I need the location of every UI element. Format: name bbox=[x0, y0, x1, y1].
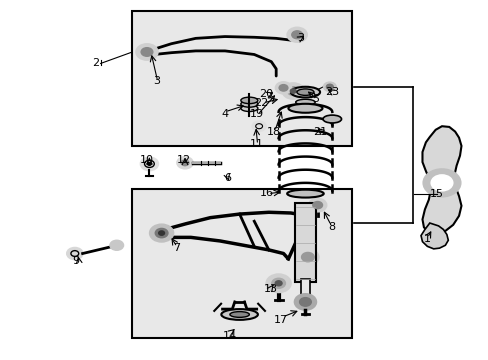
Circle shape bbox=[147, 162, 151, 165]
Text: 12: 12 bbox=[176, 155, 190, 165]
Text: 4: 4 bbox=[221, 109, 228, 119]
Text: 18: 18 bbox=[266, 127, 280, 136]
Text: 3: 3 bbox=[153, 76, 160, 86]
Text: 1: 1 bbox=[423, 234, 430, 244]
Text: 19: 19 bbox=[249, 109, 263, 119]
Circle shape bbox=[150, 225, 173, 242]
Polygon shape bbox=[422, 126, 461, 234]
Circle shape bbox=[301, 252, 314, 262]
Ellipse shape bbox=[241, 101, 257, 107]
Text: 10: 10 bbox=[140, 155, 154, 165]
Ellipse shape bbox=[296, 89, 313, 95]
Ellipse shape bbox=[323, 115, 341, 123]
Circle shape bbox=[275, 82, 291, 94]
Text: 2: 2 bbox=[92, 58, 99, 68]
Circle shape bbox=[299, 298, 311, 306]
Text: 7: 7 bbox=[172, 243, 180, 253]
Text: 3: 3 bbox=[297, 33, 304, 43]
Ellipse shape bbox=[241, 105, 257, 112]
Text: 16: 16 bbox=[259, 188, 273, 198]
Circle shape bbox=[290, 89, 296, 93]
FancyBboxPatch shape bbox=[300, 279, 310, 306]
Circle shape bbox=[423, 169, 460, 197]
Text: 5: 5 bbox=[311, 94, 318, 104]
Circle shape bbox=[177, 157, 192, 168]
FancyBboxPatch shape bbox=[132, 12, 351, 146]
Ellipse shape bbox=[241, 97, 257, 104]
Circle shape bbox=[158, 231, 164, 235]
Text: 11: 11 bbox=[249, 139, 263, 149]
Text: 8: 8 bbox=[328, 222, 335, 231]
Circle shape bbox=[181, 160, 188, 166]
FancyBboxPatch shape bbox=[132, 189, 351, 338]
Ellipse shape bbox=[221, 309, 257, 320]
Ellipse shape bbox=[286, 190, 323, 198]
FancyBboxPatch shape bbox=[294, 203, 316, 282]
Ellipse shape bbox=[295, 99, 315, 105]
Circle shape bbox=[141, 48, 153, 56]
Circle shape bbox=[308, 199, 326, 212]
Circle shape bbox=[282, 83, 304, 99]
Circle shape bbox=[275, 281, 282, 286]
Polygon shape bbox=[420, 223, 447, 249]
Circle shape bbox=[312, 202, 322, 209]
Circle shape bbox=[294, 294, 316, 310]
Circle shape bbox=[297, 249, 318, 265]
Circle shape bbox=[430, 175, 452, 191]
Text: 17: 17 bbox=[273, 315, 287, 325]
Circle shape bbox=[279, 85, 287, 91]
Circle shape bbox=[323, 82, 335, 91]
Circle shape bbox=[141, 157, 158, 170]
Ellipse shape bbox=[290, 87, 320, 98]
Circle shape bbox=[287, 28, 306, 42]
Circle shape bbox=[110, 240, 123, 250]
Text: 23: 23 bbox=[325, 87, 339, 97]
Text: 6: 6 bbox=[224, 173, 230, 183]
Circle shape bbox=[287, 87, 299, 95]
Text: 22: 22 bbox=[254, 98, 268, 108]
Circle shape bbox=[271, 278, 285, 288]
Text: 9: 9 bbox=[73, 256, 80, 266]
Text: 20: 20 bbox=[259, 89, 273, 99]
Circle shape bbox=[291, 31, 302, 39]
Circle shape bbox=[266, 274, 290, 292]
Circle shape bbox=[67, 248, 82, 259]
Ellipse shape bbox=[288, 104, 322, 113]
Circle shape bbox=[252, 121, 265, 131]
Text: 14: 14 bbox=[223, 331, 237, 341]
Text: 21: 21 bbox=[312, 127, 326, 136]
Circle shape bbox=[326, 84, 332, 89]
Text: 13: 13 bbox=[264, 284, 278, 294]
Circle shape bbox=[136, 44, 158, 60]
Ellipse shape bbox=[229, 312, 249, 318]
Text: 15: 15 bbox=[429, 189, 443, 199]
Circle shape bbox=[155, 228, 167, 238]
